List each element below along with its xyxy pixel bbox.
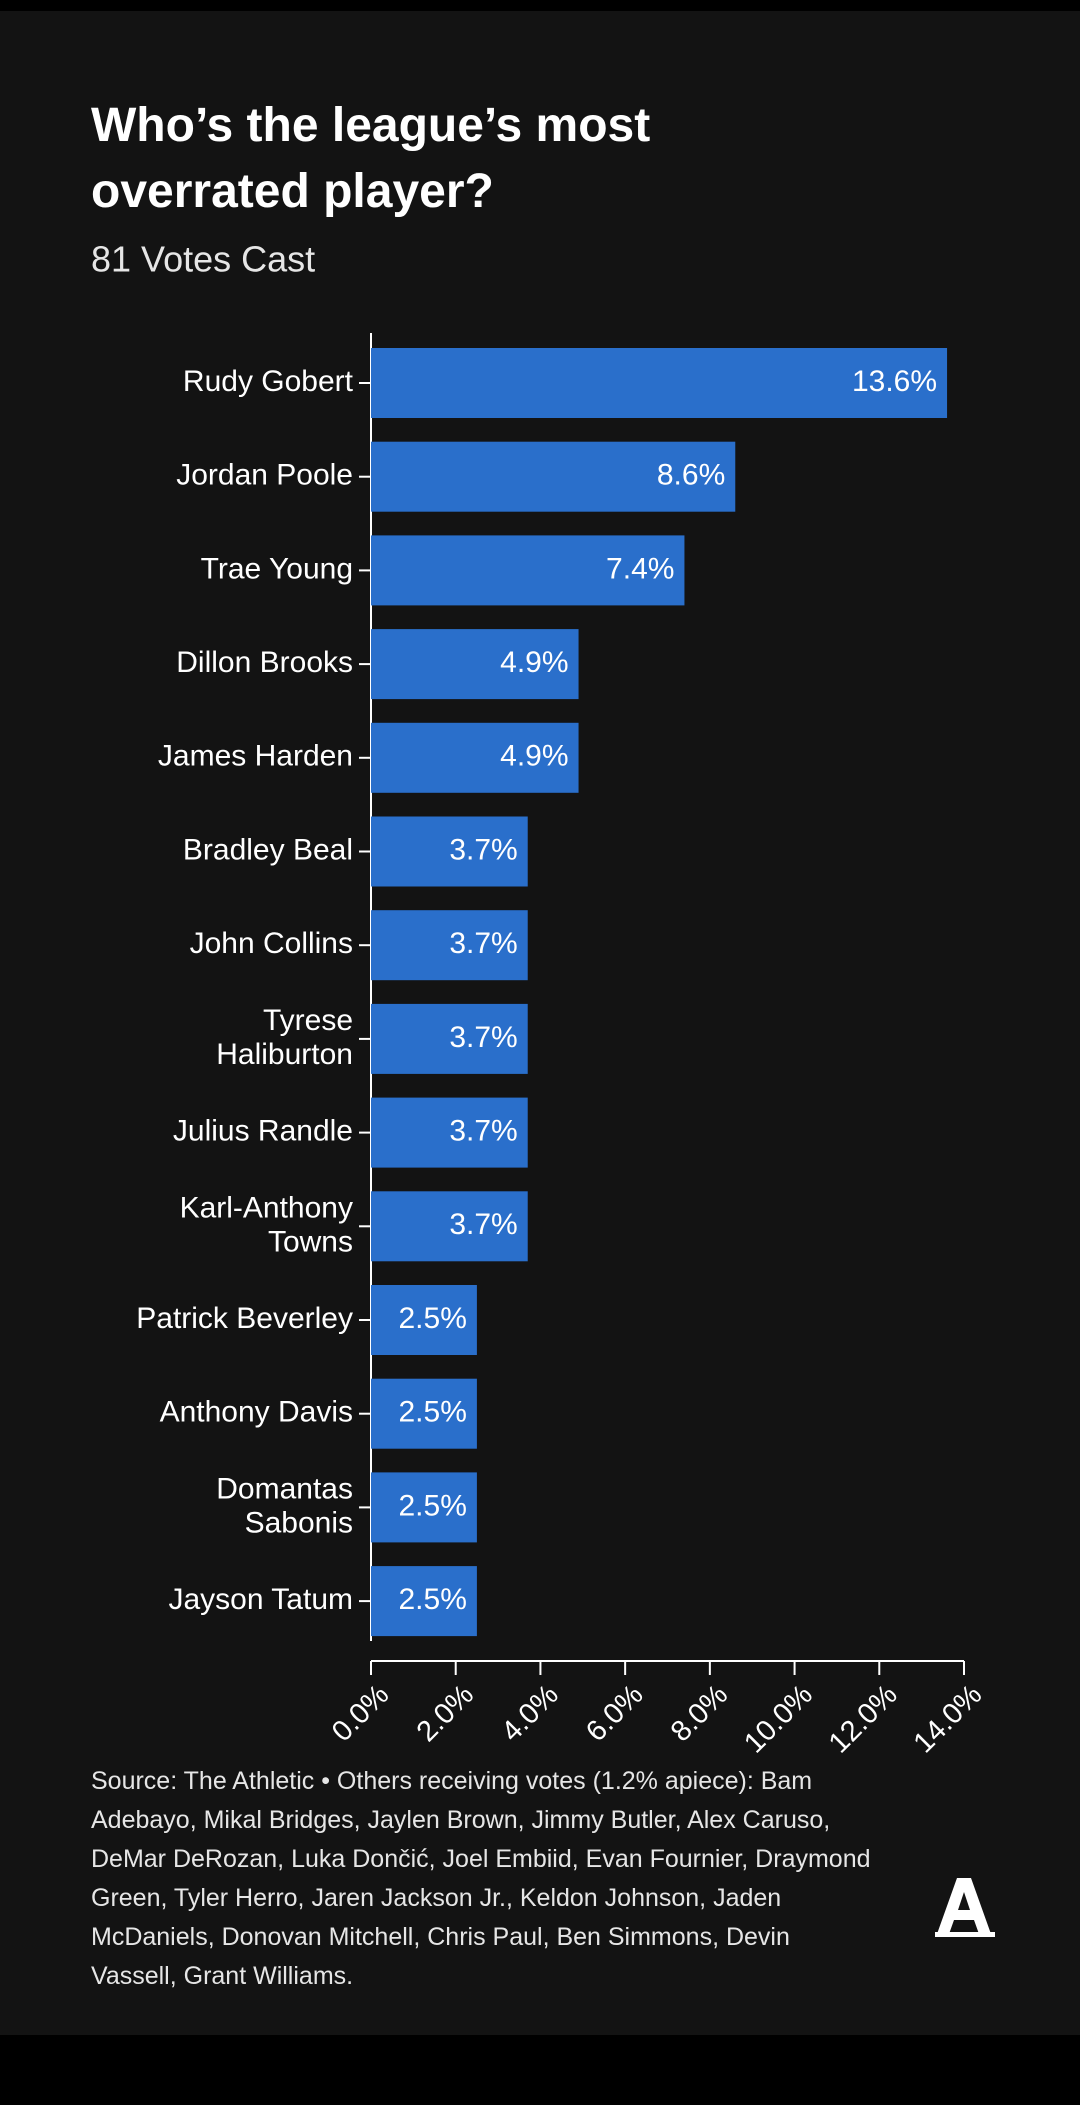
value-label: 3.7%	[449, 833, 517, 866]
y-tick-label: Domantas Sabonis	[216, 1472, 353, 1539]
x-tick-label: 8.0%	[665, 1679, 734, 1748]
y-tick-label: Jayson Tatum	[168, 1583, 353, 1616]
value-label: 3.7%	[449, 927, 517, 960]
y-tick-label: Trae Young	[201, 552, 353, 585]
x-tick-label: 14.0%	[908, 1679, 989, 1760]
x-tick-label: 0.0%	[326, 1679, 395, 1748]
value-label: 7.4%	[606, 552, 674, 585]
value-label: 2.5%	[399, 1302, 467, 1335]
bar	[371, 348, 948, 418]
y-tick-label: James Harden	[158, 740, 353, 773]
x-tick-label: 12.0%	[823, 1679, 904, 1760]
footnote: Source: The Athletic • Others receiving …	[91, 1767, 871, 1990]
value-label: 3.7%	[449, 1115, 517, 1148]
value-label: 2.5%	[399, 1489, 467, 1522]
value-label: 3.7%	[449, 1021, 517, 1054]
chart-subtitle: 81 Votes Cast	[91, 239, 315, 280]
y-tick-label: Dillon Brooks	[176, 646, 353, 679]
value-label: 4.9%	[500, 740, 568, 773]
bar	[371, 535, 685, 606]
y-tick-label: Patrick Beverley	[136, 1302, 353, 1335]
value-label: 4.9%	[500, 646, 568, 679]
x-tick-label: 4.0%	[495, 1679, 564, 1748]
value-label: 3.7%	[449, 1208, 517, 1241]
bar	[371, 1472, 477, 1543]
x-tick-label: 10.0%	[738, 1679, 819, 1760]
x-tick-label: 6.0%	[580, 1679, 649, 1748]
x-tick-label: 2.0%	[411, 1679, 480, 1748]
bar	[371, 910, 528, 981]
y-tick-label: Anthony Davis	[160, 1396, 353, 1429]
bar	[371, 1097, 528, 1168]
bar	[371, 1378, 477, 1449]
value-label: 13.6%	[852, 365, 937, 398]
value-label: 2.5%	[399, 1396, 467, 1429]
bar	[371, 441, 736, 512]
bar	[371, 1566, 477, 1637]
y-tick-label: John Collins	[190, 927, 353, 960]
y-tick-label: Julius Randle	[173, 1115, 353, 1148]
chart-title: Who’s the league’s most overrated player?	[91, 99, 650, 218]
bar	[371, 629, 579, 700]
value-label: 8.6%	[657, 459, 725, 492]
bar	[371, 816, 528, 887]
y-tick-label: Tyrese Haliburton	[216, 1004, 353, 1071]
bar	[371, 722, 579, 793]
bar	[371, 1285, 477, 1355]
y-tick-label: Jordan Poole	[176, 459, 353, 492]
y-tick-label: Rudy Gobert	[183, 365, 354, 398]
bar	[371, 1191, 528, 1262]
logo	[935, 1878, 995, 1937]
bar	[371, 1003, 528, 1074]
y-tick-label: Bradley Beal	[183, 833, 353, 866]
y-tick-label: Karl-Anthony Towns	[180, 1191, 353, 1258]
value-label: 2.5%	[399, 1583, 467, 1616]
